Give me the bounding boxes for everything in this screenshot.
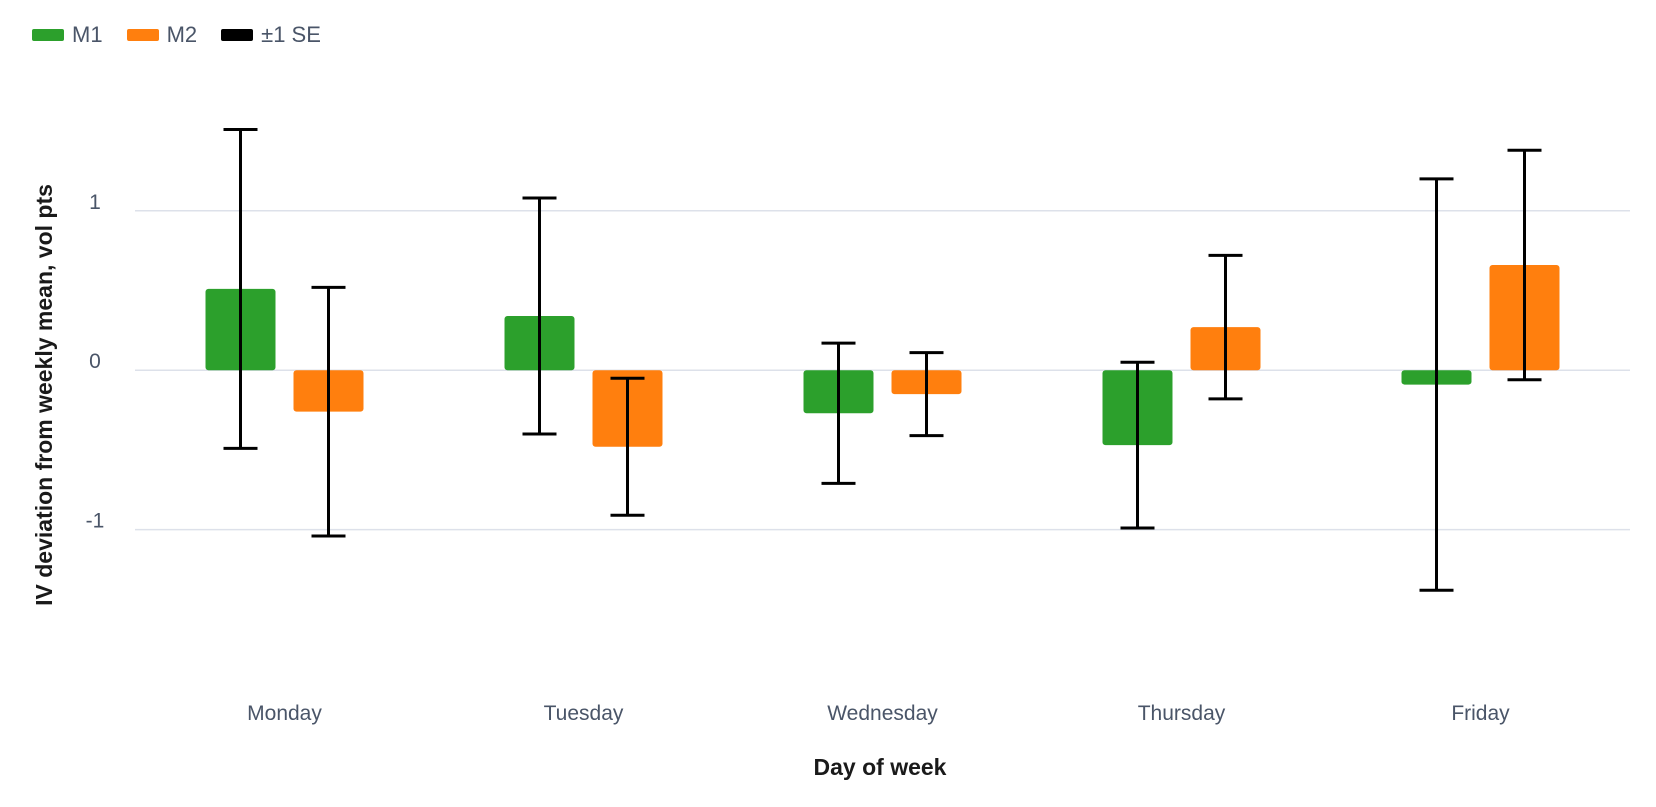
error-bar-m1-tuesday <box>522 196 557 436</box>
legend-item-m2[interactable]: M2 <box>126 22 198 48</box>
error-bars <box>223 127 1542 592</box>
error-bar-m1-friday <box>1419 177 1454 592</box>
legend-swatch-m1 <box>32 29 64 41</box>
legend-item-m1[interactable]: M1 <box>32 22 103 48</box>
x-tick-labels: Monday Tuesday Wednesday Thursday Friday <box>247 702 1510 725</box>
error-bar-m1-wednesday <box>821 341 856 485</box>
legend: M1 M2 ±1 SE <box>32 22 321 48</box>
legend-label-se: ±1 SE <box>261 22 321 47</box>
x-tick-label-0: Monday <box>247 702 322 725</box>
error-bar-m2-thursday <box>1208 253 1243 401</box>
legend-swatch-m2 <box>126 29 159 41</box>
y-axis-label: IV deviation from weekly mean, vol pts <box>31 184 57 606</box>
y-tick-label-2: -1 <box>86 510 105 533</box>
x-tick-label-2: Wednesday <box>827 702 938 725</box>
error-bar-m1-thursday <box>1120 360 1155 530</box>
error-bar-m2-friday <box>1507 148 1542 382</box>
y-tick-labels: 1 0 -1 <box>86 191 105 533</box>
legend-label-m1: M1 <box>72 22 103 47</box>
legend-swatch-se <box>221 29 254 41</box>
y-tick-label-0: 1 <box>89 191 101 214</box>
x-tick-label-3: Thursday <box>1138 702 1226 725</box>
y-tick-label-1: 0 <box>89 350 101 373</box>
legend-item-se[interactable]: ±1 SE <box>221 22 321 48</box>
error-bar-m1-monday <box>223 127 258 450</box>
x-tick-label-1: Tuesday <box>544 702 624 725</box>
error-bar-m2-tuesday <box>610 376 645 517</box>
bars <box>205 264 1560 447</box>
x-axis-label: Day of week <box>814 754 947 780</box>
grid-lines <box>135 210 1630 531</box>
legend-label-m2: M2 <box>166 22 198 47</box>
error-bar-m2-wednesday <box>909 351 944 438</box>
error-bar-m2-monday <box>311 285 346 538</box>
x-tick-label-4: Friday <box>1451 702 1510 725</box>
